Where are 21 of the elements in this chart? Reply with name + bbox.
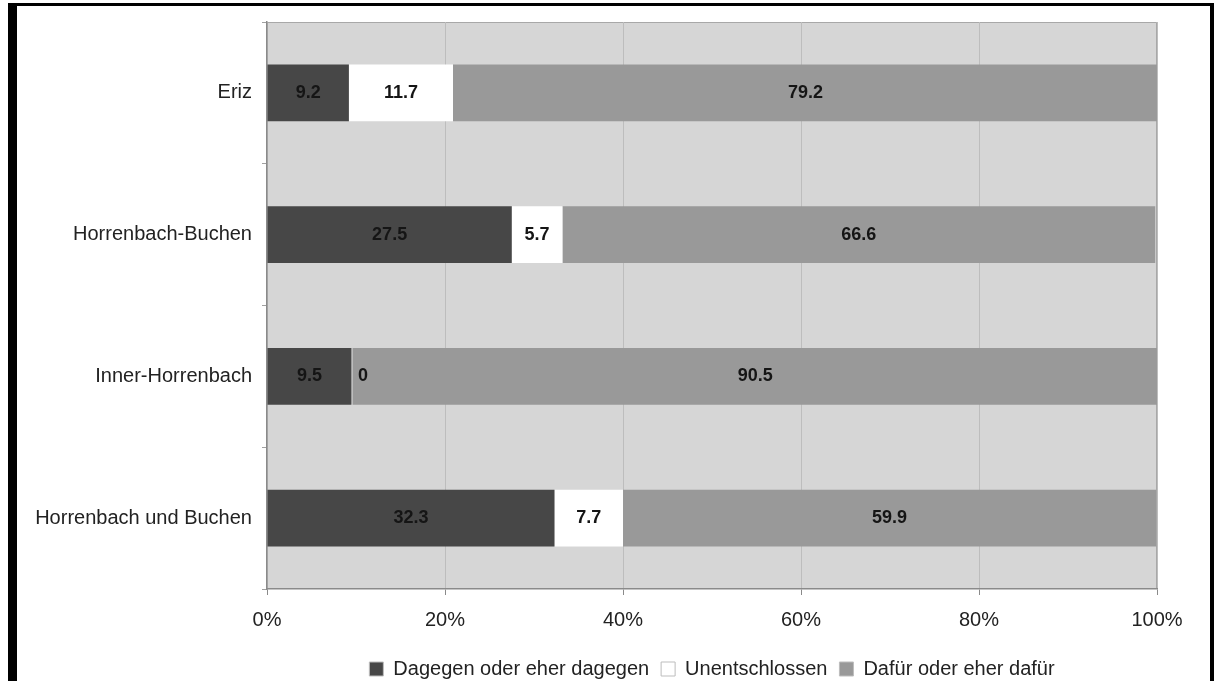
data-label: 59.9 (872, 507, 908, 528)
y-tick-label: Eriz (217, 80, 252, 103)
x-tick-label: 80% (958, 607, 1000, 630)
x-tick-label: 40% (602, 607, 644, 630)
data-label: 79.2 (787, 81, 823, 102)
x-tick-label: 20% (424, 607, 466, 630)
data-label: 0 (358, 365, 369, 386)
data-label: 66.6 (841, 223, 877, 244)
legend-label: Dagegen oder eher dagegen (393, 656, 650, 679)
legend-label: Unentschlossen (685, 656, 828, 679)
y-tick-label: Horrenbach-Buchen (73, 222, 252, 245)
data-label: 7.7 (576, 507, 602, 528)
x-tick-label: 0% (252, 607, 282, 630)
data-label: 90.5 (737, 365, 773, 386)
legend-label: Dafür oder eher dafür (863, 656, 1055, 679)
y-tick-label: Horrenbach und Buchen (35, 505, 252, 528)
x-tick-label: 60% (780, 607, 822, 630)
y-tick-label: Inner-Horrenbach (95, 363, 252, 386)
data-label: 5.7 (524, 223, 550, 244)
x-tick-label: 100% (1131, 607, 1183, 630)
data-label: 11.7 (383, 81, 418, 102)
